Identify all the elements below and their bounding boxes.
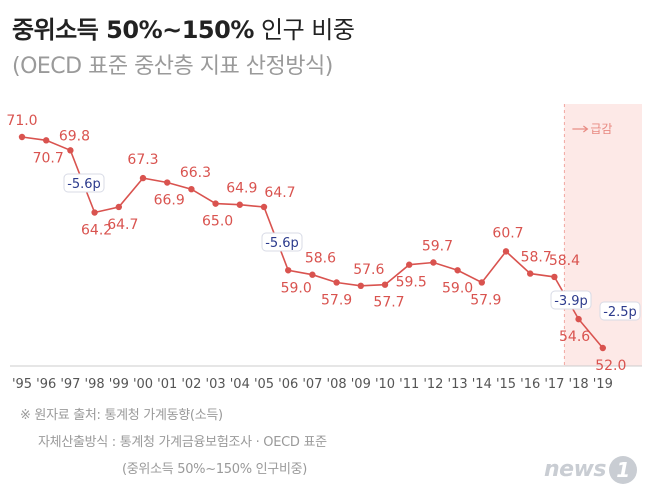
chart-subtitle: (OECD 표준 중산층 지표 산정방식) [12,54,333,79]
data-point-96 [43,137,50,144]
data-point-11 [406,261,413,268]
x-tick-99: '99 [109,377,129,392]
value-label-11: 59.5 [396,275,427,291]
value-label-08: 57.9 [321,292,352,308]
value-label-14: 57.9 [470,292,501,308]
data-point-01 [164,179,171,186]
chart-title-bold: 중위소득 50%~150% [12,16,254,44]
x-tick-05: '05 [254,377,274,392]
source-footnote: ※ 원자료 출처: 통계청 가계동향(소득) [20,408,223,423]
data-point-16 [527,270,534,277]
x-tick-00: '00 [133,377,153,392]
method-footnote: 자체산출방식 : 통계청 가계금융보험조사 · OECD 표준 [38,435,327,450]
value-label-97: 69.8 [59,128,90,144]
x-tick-01: '01 [157,377,177,392]
value-label-02: 66.3 [180,165,211,181]
data-point-19 [599,344,606,352]
x-tick-95: '95 [12,377,32,392]
x-tick-02: '02 [181,377,201,392]
data-point-98 [91,209,98,216]
value-label-18: 54.6 [559,329,590,345]
value-label-13: 59.0 [442,280,473,296]
drop-annotation-1: -5.6p [67,177,101,192]
logo-mark: 1 [609,456,637,484]
data-point-18 [575,315,582,323]
news1-logo: news 1 [544,456,637,484]
x-tick-10: '10 [375,377,395,392]
drop-annotation-2: -5.6p [265,236,299,251]
data-point-03 [212,200,219,207]
x-tick-03: '03 [206,377,226,392]
x-tick-19: '19 [593,377,613,392]
value-label-16: 58.7 [521,250,552,266]
value-label-15: 60.7 [492,225,523,241]
value-label-10: 57.7 [373,295,404,311]
x-tick-13: '13 [448,377,468,392]
value-label-07: 58.6 [305,251,336,267]
data-point-06 [285,267,292,274]
data-point-00 [139,174,147,182]
data-point-95 [18,133,26,141]
chart-title-rest: 인구 비중 [253,16,355,44]
value-label-12: 59.7 [422,238,453,254]
value-label-06: 59.0 [281,280,312,296]
value-label-17: 58.4 [549,253,580,269]
x-tick-14: '14 [472,377,492,392]
value-label-01: 66.9 [154,193,185,209]
x-tick-96: '96 [36,377,56,392]
data-point-10 [381,281,389,288]
data-point-99 [115,203,123,211]
logo-text: news [543,457,607,482]
data-point-14 [478,279,485,286]
value-label-09: 57.6 [353,262,384,278]
data-point-12 [430,259,437,266]
x-tick-08: '08 [327,377,347,392]
x-tick-11: '11 [399,377,419,392]
value-label-04: 64.9 [226,181,257,197]
chart-title: 중위소득 50%~150% 인구 비중 [12,10,355,45]
data-point-07 [309,271,316,278]
highlight-arrow-head-icon [583,125,589,133]
data-point-09 [357,282,364,290]
value-label-96: 70.7 [33,150,64,166]
drop-annotation-box-3 [550,290,592,310]
drop-annotation-box-4 [599,301,641,321]
value-label-98: 64.2 [81,223,112,239]
x-tick-06: '06 [278,377,298,392]
x-tick-18: '18 [569,377,589,392]
data-point-05 [260,203,268,211]
highlight-label: 급감 [590,122,612,136]
x-tick-98: '98 [85,377,105,392]
data-point-08 [333,279,340,286]
data-point-97 [67,147,74,154]
data-point-15 [502,248,510,255]
value-label-05: 64.7 [264,185,295,201]
value-label-19: 52.0 [595,358,626,374]
x-tick-12: '12 [423,377,443,392]
x-tick-07: '07 [302,377,322,392]
x-tick-04: '04 [230,377,250,392]
method-detail-footnote: (중위소득 50%~150% 인구비중) [122,462,308,477]
x-tick-97: '97 [60,377,80,392]
data-point-04 [236,201,243,208]
drop-annotation-box-2 [261,232,303,252]
drop-annotation-box-1 [63,173,105,193]
x-tick-09: '09 [351,377,371,392]
data-point-17 [551,273,558,281]
drop-annotation-4: -2.5p [603,305,637,320]
data-point-13 [454,267,461,274]
drop-annotation-3: -3.9p [554,294,588,309]
x-tick-16: '16 [520,377,540,392]
highlight-band [564,104,642,366]
value-label-99: 64.7 [107,217,138,233]
value-label-95: 71.0 [6,113,37,129]
value-label-03: 65.0 [202,214,233,230]
x-tick-17: '17 [544,377,564,392]
series-line [21,136,604,349]
x-tick-15: '15 [496,377,516,392]
value-label-00: 67.3 [127,152,158,168]
data-point-02 [188,185,195,193]
